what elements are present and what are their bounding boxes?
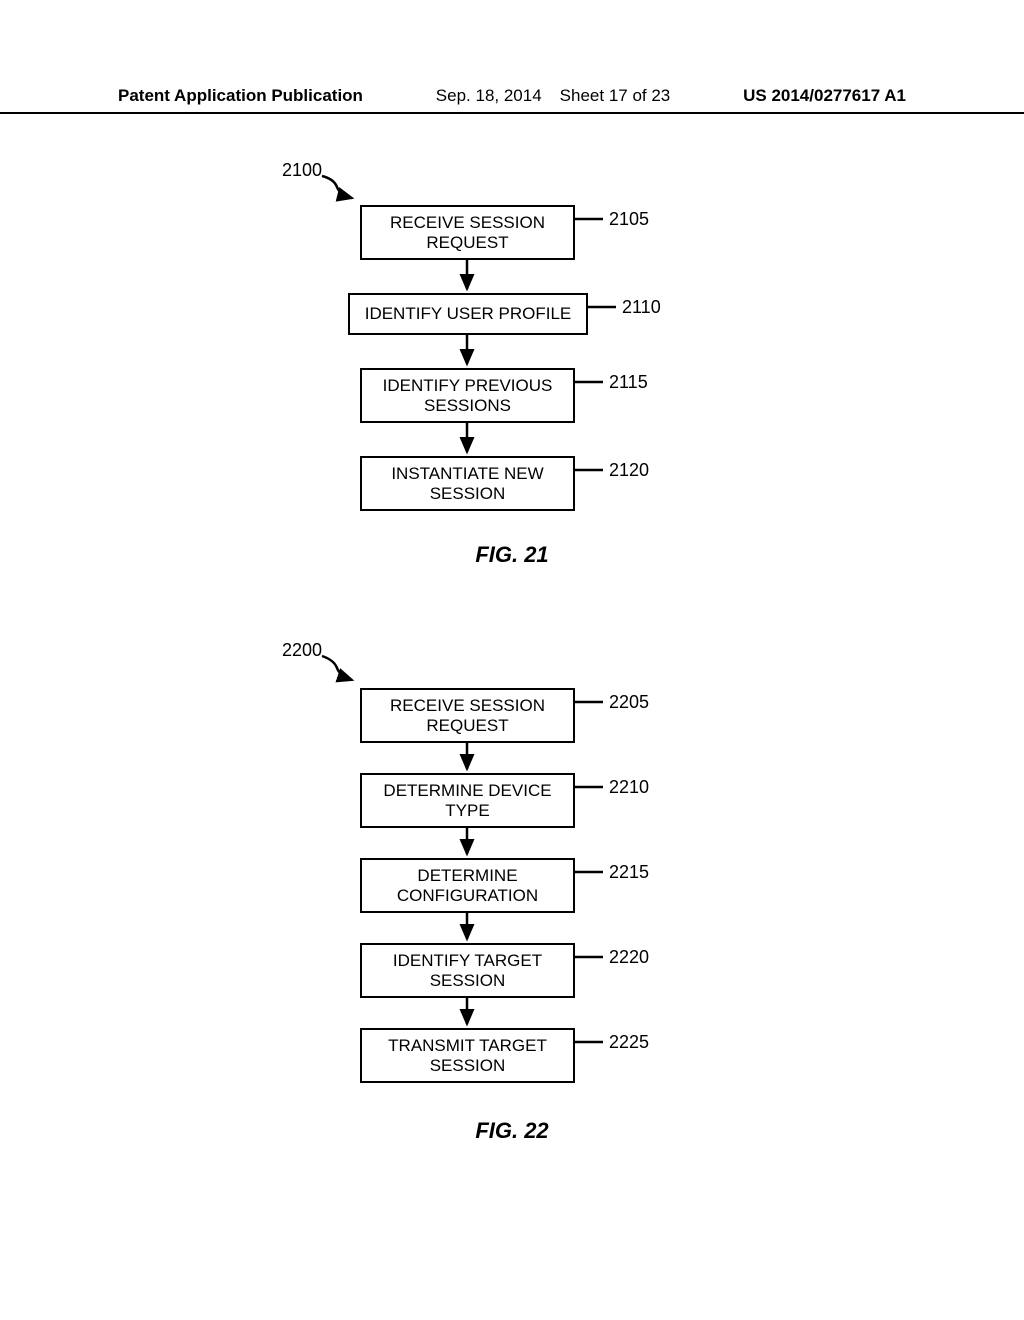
header-docnum: US 2014/0277617 A1 (743, 86, 906, 106)
step-ref-number: 2115 (609, 372, 648, 393)
step-ref-number: 2205 (609, 692, 649, 713)
figure-label: FIG. 21 (0, 542, 1024, 568)
flow-step-box: RECEIVE SESSION REQUEST (360, 205, 575, 260)
figure-ref-number: 2200 (282, 640, 322, 661)
page-header: Patent Application Publication Sep. 18, … (0, 86, 1024, 114)
header-date: Sep. 18, 2014 (436, 86, 542, 106)
flow-step-box: INSTANTIATE NEW SESSION (360, 456, 575, 511)
header-mid: Sep. 18, 2014 Sheet 17 of 23 (436, 86, 670, 106)
figure-label: FIG. 22 (0, 1118, 1024, 1144)
step-ref-number: 2220 (609, 947, 649, 968)
header-sheet: Sheet 17 of 23 (560, 86, 671, 106)
step-ref-number: 2105 (609, 209, 649, 230)
step-ref-number: 2225 (609, 1032, 649, 1053)
step-ref-number: 2215 (609, 862, 649, 883)
step-ref-number: 2110 (622, 297, 661, 318)
step-ref-number: 2120 (609, 460, 649, 481)
flow-step-box: RECEIVE SESSION REQUEST (360, 688, 575, 743)
step-ref-number: 2210 (609, 777, 649, 798)
figure-ref-number: 2100 (282, 160, 322, 181)
flow-step-box: IDENTIFY PREVIOUS SESSIONS (360, 368, 575, 423)
flow-step-box: IDENTIFY TARGET SESSION (360, 943, 575, 998)
flow-step-box: DETERMINE DEVICE TYPE (360, 773, 575, 828)
flow-step-box: DETERMINE CONFIGURATION (360, 858, 575, 913)
flow-step-box: TRANSMIT TARGET SESSION (360, 1028, 575, 1083)
flow-step-box: IDENTIFY USER PROFILE (348, 293, 588, 335)
publication-label: Patent Application Publication (118, 86, 363, 106)
